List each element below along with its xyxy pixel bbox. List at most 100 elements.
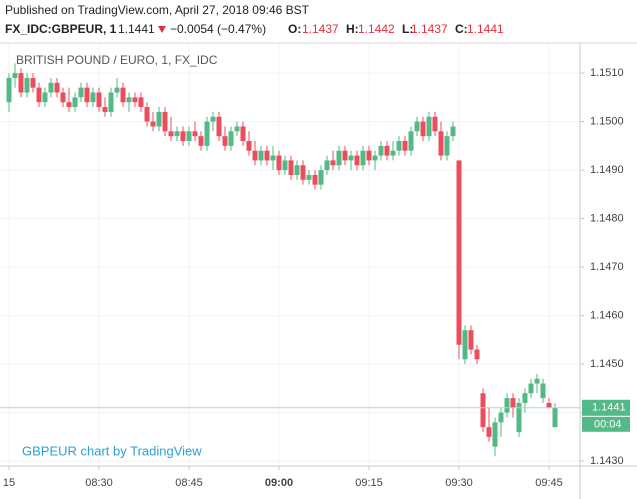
candle-body [546, 402, 552, 408]
candle-body [192, 131, 198, 137]
candle-body [150, 121, 156, 127]
candle-body [78, 87, 84, 98]
candle-body [420, 121, 426, 137]
candle-body [534, 378, 540, 384]
candle-body [318, 170, 324, 185]
y-tick-label: 1.1490 [590, 164, 624, 176]
candle-body [294, 165, 300, 175]
candle-body [402, 141, 408, 151]
candle-body [300, 165, 306, 180]
candle-body [54, 82, 60, 93]
candle-body [288, 160, 294, 175]
candle-body [162, 111, 168, 132]
candle-body [492, 422, 498, 447]
candle-body [468, 330, 474, 350]
candle-body [6, 77, 12, 103]
candle-body [414, 121, 420, 132]
y-tick-label: 1.1460 [590, 310, 624, 322]
high-value: 1.1442 [358, 22, 395, 36]
candle-body [366, 150, 372, 161]
candle-body [210, 116, 216, 122]
candle-body [276, 155, 282, 171]
candle-body [48, 82, 54, 93]
close-value: 1.1441 [467, 22, 504, 36]
candle-body [510, 398, 516, 408]
candle-body [252, 150, 258, 161]
candle-body [96, 92, 102, 108]
candle-body [18, 73, 24, 93]
x-tick-label: 15 [3, 477, 15, 489]
candle-body [24, 77, 30, 93]
candle-body [462, 330, 468, 360]
last-price-label: 1.1441 [592, 402, 626, 414]
candle-body [240, 126, 246, 142]
candle-body [390, 150, 396, 156]
y-tick-label: 1.1480 [590, 213, 624, 225]
candle-body [66, 102, 72, 108]
candle-body [444, 136, 450, 156]
symbol: FX_IDC:GBPEUR, 1 [5, 22, 117, 36]
x-tick-label: 09:30 [445, 477, 473, 489]
candle-body [426, 116, 432, 137]
high-label: H: [346, 22, 359, 36]
candle-body [432, 116, 438, 132]
candle-body [30, 77, 36, 88]
candle-body [270, 155, 276, 161]
candle-body [174, 131, 180, 137]
last-price-box [582, 399, 630, 416]
candle-body [396, 141, 402, 151]
candle-body [72, 97, 78, 108]
candle-body [354, 155, 360, 166]
candle-body [144, 107, 150, 122]
candle-body [306, 174, 312, 180]
candle-body [126, 97, 132, 103]
candle-body [186, 131, 192, 142]
candle-body [234, 126, 240, 132]
candle-body [528, 383, 534, 394]
candle-body [384, 145, 390, 156]
candle-body [522, 393, 528, 403]
candle-body [282, 160, 288, 171]
open-value: 1.1437 [302, 22, 339, 36]
candle-body [120, 87, 126, 103]
candle-body [36, 87, 42, 103]
candle-body [102, 107, 108, 112]
candle-body [552, 407, 558, 428]
watermark: GBPEUR chart by TradingView [22, 443, 202, 458]
candle-body [372, 155, 378, 161]
candle-body [42, 92, 48, 103]
candle-body [360, 150, 366, 166]
x-tick-label: 08:30 [85, 477, 113, 489]
y-tick-label: 1.1500 [590, 116, 624, 128]
candle-body [246, 141, 252, 151]
candle-body [456, 160, 462, 345]
x-tick-label: 09:45 [535, 477, 563, 489]
candle-body [378, 145, 384, 156]
candle-body [108, 92, 114, 112]
candle-body [516, 402, 522, 433]
published-note: Published on TradingView.com, April 27, … [5, 3, 310, 17]
y-tick-label: 1.1430 [590, 455, 624, 467]
countdown-box [582, 416, 630, 432]
candle-body [222, 136, 228, 146]
candle-body [84, 87, 90, 103]
candle-body [480, 393, 486, 428]
candle-body [312, 174, 318, 185]
candle-body [342, 150, 348, 161]
down-arrow [158, 26, 166, 33]
countdown: 00:04 [594, 419, 622, 431]
candle-body [114, 87, 120, 93]
candle-body [450, 126, 456, 137]
candle-body [504, 398, 510, 413]
candle-body [12, 73, 18, 78]
candle-body [60, 92, 66, 103]
candle-body [348, 155, 354, 161]
candle-body [138, 97, 144, 108]
candle-body [180, 131, 186, 142]
x-tick-label: 09:00 [265, 477, 293, 489]
candle-body [330, 160, 336, 166]
low-value: 1.1437 [411, 22, 448, 36]
candle-body [408, 131, 414, 151]
candle-body [438, 131, 444, 156]
